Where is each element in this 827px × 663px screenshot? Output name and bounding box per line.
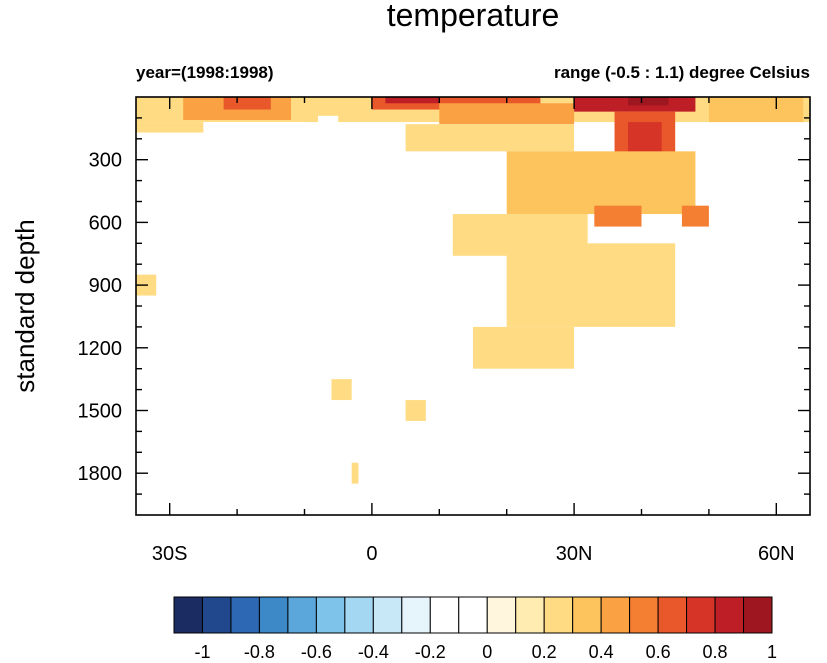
colorbar-box-11	[486, 596, 517, 634]
heatmap-cell-7	[385, 97, 440, 104]
chart-title: temperature	[387, 0, 560, 33]
colorbar-box-15	[600, 596, 631, 634]
heatmap-cell-31	[405, 400, 426, 421]
colorbar-label--0.6: -0.6	[301, 642, 332, 662]
colorbar-box-4	[287, 596, 317, 634]
y-axis-label: standard depth	[10, 219, 40, 392]
colorbar-box-9	[429, 596, 460, 634]
heatmap-cell-5	[223, 97, 271, 110]
heatmap-cell-25	[776, 379, 797, 411]
heatmap-cell-23	[742, 180, 763, 265]
heatmap-cell-3	[317, 115, 339, 125]
y-tick-label-300: 300	[89, 150, 122, 172]
plot-area: 30S 0 30N 60N 300 600 900 1200 1500 1800	[78, 96, 811, 565]
heatmap-cell-14	[506, 151, 696, 215]
heatmap-cell-11	[628, 97, 669, 106]
heatmap-cell-30	[331, 379, 352, 401]
colorbar-box-7	[372, 596, 403, 634]
colorbar-box-8	[401, 596, 431, 634]
colorbar-box-1	[201, 596, 232, 634]
colorbar-box-2	[230, 596, 260, 634]
right-subtitle: range (-0.5 : 1.1) degree Celsius	[554, 63, 810, 82]
colorbar-box-12	[515, 596, 545, 634]
colorbar-box-0	[173, 596, 203, 634]
colorbar-label-0.8: 0.8	[703, 642, 728, 662]
x-tick-label-60N: 60N	[758, 543, 795, 565]
colorbar-box-17	[657, 596, 688, 634]
heatmap-cell-1	[136, 122, 204, 133]
heatmap-cell-8	[439, 103, 575, 125]
colorbar-label--0.8: -0.8	[244, 642, 275, 662]
colorbar-label-1: 1	[767, 642, 777, 662]
colorbar-box-19	[714, 596, 745, 634]
colorbar-label--0.4: -0.4	[358, 642, 389, 662]
colorbar-box-13	[543, 596, 574, 634]
left-subtitle: year=(1998:1998)	[136, 63, 274, 82]
colorbar-box-18	[686, 596, 716, 634]
colorbar-label-0.6: 0.6	[646, 642, 671, 662]
heatmap-cell-16	[681, 205, 709, 227]
heatmap-cell-15	[594, 205, 642, 227]
y-tick-label-600: 600	[89, 212, 122, 234]
x-tick-label-30N: 30N	[556, 543, 593, 565]
y-tick-label-1500: 1500	[78, 401, 123, 423]
heatmap-cell-26	[702, 326, 736, 495]
colorbar-label-0: 0	[482, 642, 492, 662]
heatmap-cell-21	[708, 97, 804, 123]
colorbar-box-6	[344, 596, 374, 634]
colorbar-box-16	[629, 596, 659, 634]
y-tick-label-1800: 1800	[78, 463, 123, 485]
colorbar-label-0.4: 0.4	[589, 642, 614, 662]
colorbar-label--0.2: -0.2	[415, 642, 446, 662]
colorbar: -1 -0.8 -0.6 -0.4 -0.2 0 0.2 0.4 0.6 0.8 1	[173, 596, 777, 662]
heatmap-cell-20	[473, 326, 575, 369]
colorbar-label-0.2: 0.2	[532, 642, 557, 662]
y-tick-label-1200: 1200	[78, 338, 123, 360]
x-tick-label-30S: 30S	[152, 543, 188, 565]
heatmap-cell-32	[351, 462, 359, 484]
colorbar-box-10	[458, 596, 488, 634]
heatmap-cells	[136, 97, 810, 505]
heatmap-cell-2	[203, 122, 305, 131]
heatmap-cell-27	[661, 389, 703, 453]
x-tick-label-0: 0	[366, 543, 377, 565]
colorbar-box-14	[572, 596, 602, 634]
colorbar-box-3	[258, 596, 289, 634]
y-tick-label-900: 900	[89, 275, 122, 297]
colorbar-box-5	[315, 596, 346, 634]
heatmap-cell-19	[506, 243, 676, 327]
colorbar-label--1: -1	[194, 642, 210, 662]
heatmap-cell-9	[405, 124, 575, 152]
axis-ticks: 30S 0 30N 60N 300 600 900 1200 1500 1800	[78, 97, 810, 565]
heatmap-cell-28	[156, 170, 238, 223]
colorbar-box-20	[743, 596, 773, 634]
heatmap-cell-24	[762, 274, 790, 317]
